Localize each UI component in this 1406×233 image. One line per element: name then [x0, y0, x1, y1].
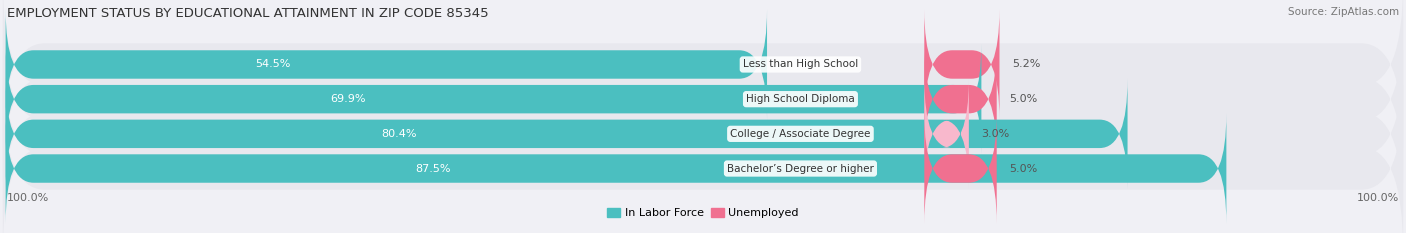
FancyBboxPatch shape	[3, 51, 1403, 217]
FancyBboxPatch shape	[924, 79, 969, 189]
FancyBboxPatch shape	[6, 44, 981, 154]
Legend: In Labor Force, Unemployed: In Labor Force, Unemployed	[603, 203, 803, 223]
FancyBboxPatch shape	[924, 9, 1000, 120]
Text: 5.2%: 5.2%	[1012, 59, 1040, 69]
Text: 5.0%: 5.0%	[1010, 94, 1038, 104]
FancyBboxPatch shape	[6, 79, 1128, 189]
Text: 87.5%: 87.5%	[416, 164, 451, 174]
Text: Less than High School: Less than High School	[742, 59, 858, 69]
Text: 80.4%: 80.4%	[381, 129, 416, 139]
Text: Source: ZipAtlas.com: Source: ZipAtlas.com	[1288, 7, 1399, 17]
Text: 69.9%: 69.9%	[330, 94, 366, 104]
FancyBboxPatch shape	[6, 113, 1226, 224]
FancyBboxPatch shape	[924, 113, 997, 224]
Text: 100.0%: 100.0%	[7, 193, 49, 203]
Text: 5.0%: 5.0%	[1010, 164, 1038, 174]
Text: 3.0%: 3.0%	[981, 129, 1010, 139]
FancyBboxPatch shape	[3, 16, 1403, 182]
Text: 54.5%: 54.5%	[254, 59, 290, 69]
Text: 100.0%: 100.0%	[1357, 193, 1399, 203]
Text: EMPLOYMENT STATUS BY EDUCATIONAL ATTAINMENT IN ZIP CODE 85345: EMPLOYMENT STATUS BY EDUCATIONAL ATTAINM…	[7, 7, 489, 20]
FancyBboxPatch shape	[3, 0, 1403, 147]
Text: High School Diploma: High School Diploma	[747, 94, 855, 104]
Text: College / Associate Degree: College / Associate Degree	[730, 129, 870, 139]
FancyBboxPatch shape	[924, 44, 997, 154]
Text: Bachelor’s Degree or higher: Bachelor’s Degree or higher	[727, 164, 875, 174]
FancyBboxPatch shape	[6, 9, 768, 120]
FancyBboxPatch shape	[3, 86, 1403, 233]
